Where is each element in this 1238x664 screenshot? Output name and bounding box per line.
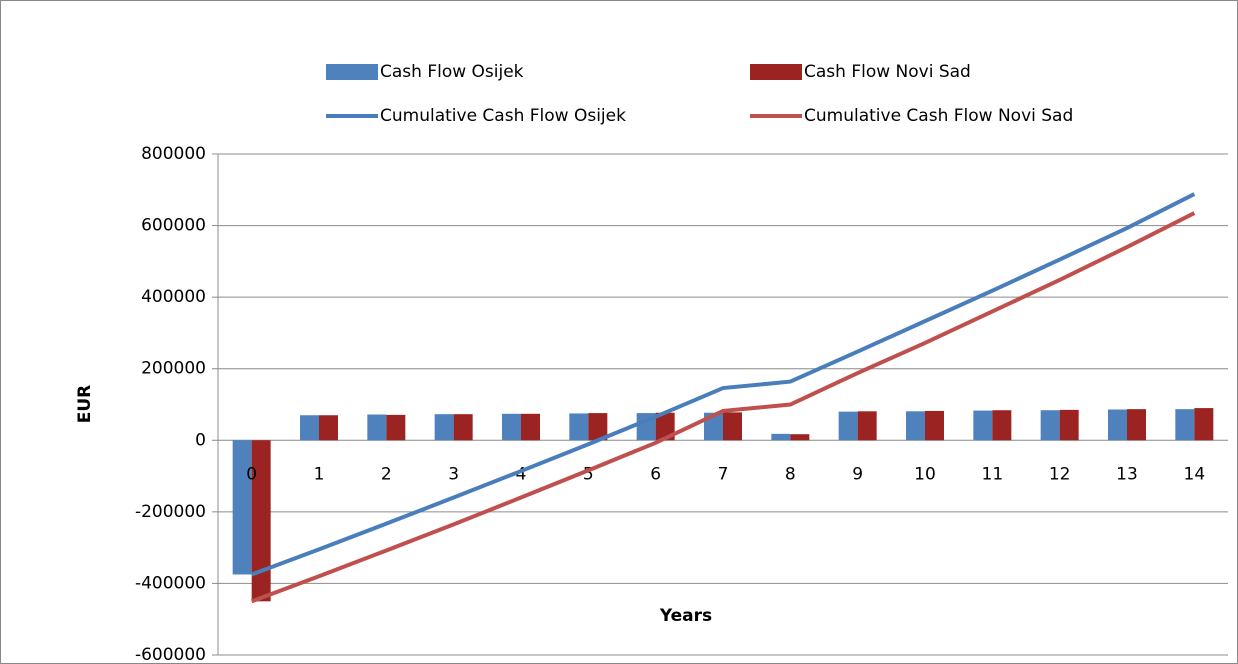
legend-label: Cash Flow Osijek	[380, 62, 524, 82]
bar	[857, 411, 877, 441]
x-tick-label: 4	[516, 464, 527, 484]
legend-label: Cumulative Cash Flow Novi Sad	[804, 106, 1073, 126]
bar	[386, 414, 406, 441]
x-tick-label: 0	[246, 464, 257, 484]
bar	[588, 413, 608, 441]
legend-label: Cash Flow Novi Sad	[804, 62, 971, 82]
x-tick-label: 7	[718, 464, 729, 484]
bar	[569, 413, 589, 441]
bar	[319, 415, 338, 441]
y-tick-label: -400000	[135, 573, 206, 593]
bar	[925, 410, 944, 441]
x-tick-label: 13	[1116, 464, 1138, 484]
bar	[973, 410, 993, 441]
bar	[232, 440, 252, 575]
line	[250, 211, 1196, 604]
bar	[1059, 409, 1079, 441]
y-tick-label: 800000	[141, 144, 206, 164]
x-tick-label: 3	[448, 464, 459, 484]
bar	[521, 413, 540, 441]
y-axis-label: EUR	[75, 385, 95, 424]
x-tick-label: 5	[583, 464, 594, 484]
x-tick-label: 11	[982, 464, 1004, 484]
bar	[1108, 409, 1127, 441]
legend-label: Cumulative Cash Flow Osijek	[380, 106, 626, 126]
bar	[992, 410, 1012, 441]
y-tick-label: -200000	[135, 502, 206, 522]
bar	[1194, 408, 1214, 441]
y-tick-label: -600000	[135, 645, 206, 664]
y-tick-label: 0	[195, 430, 206, 450]
x-tick-label: 10	[914, 464, 936, 484]
x-tick-label: 14	[1184, 464, 1206, 484]
bar	[1040, 410, 1060, 441]
y-tick-label: 400000	[141, 287, 206, 307]
legend-swatch	[326, 64, 378, 80]
bar	[790, 434, 810, 441]
x-tick-label: 8	[785, 464, 796, 484]
bar	[838, 411, 858, 441]
bar	[251, 440, 271, 602]
line	[250, 192, 1196, 577]
y-tick-label: 200000	[141, 359, 206, 379]
bar	[300, 415, 319, 441]
bar	[655, 412, 675, 441]
bar	[502, 413, 521, 441]
x-tick-label: 1	[314, 464, 325, 484]
bar	[723, 412, 742, 441]
x-tick-label: 9	[852, 464, 863, 484]
legend-swatch	[750, 64, 802, 80]
bar	[434, 414, 454, 441]
bar	[771, 433, 791, 441]
bar	[906, 411, 925, 441]
bar	[1175, 409, 1195, 441]
bar	[453, 414, 473, 441]
x-tick-label: 12	[1049, 464, 1071, 484]
x-tick-label: 6	[650, 464, 661, 484]
x-axis-label: Years	[659, 606, 712, 626]
bar	[1127, 409, 1146, 441]
y-tick-label: 600000	[141, 216, 206, 236]
bar	[367, 414, 387, 441]
x-tick-label: 2	[381, 464, 392, 484]
